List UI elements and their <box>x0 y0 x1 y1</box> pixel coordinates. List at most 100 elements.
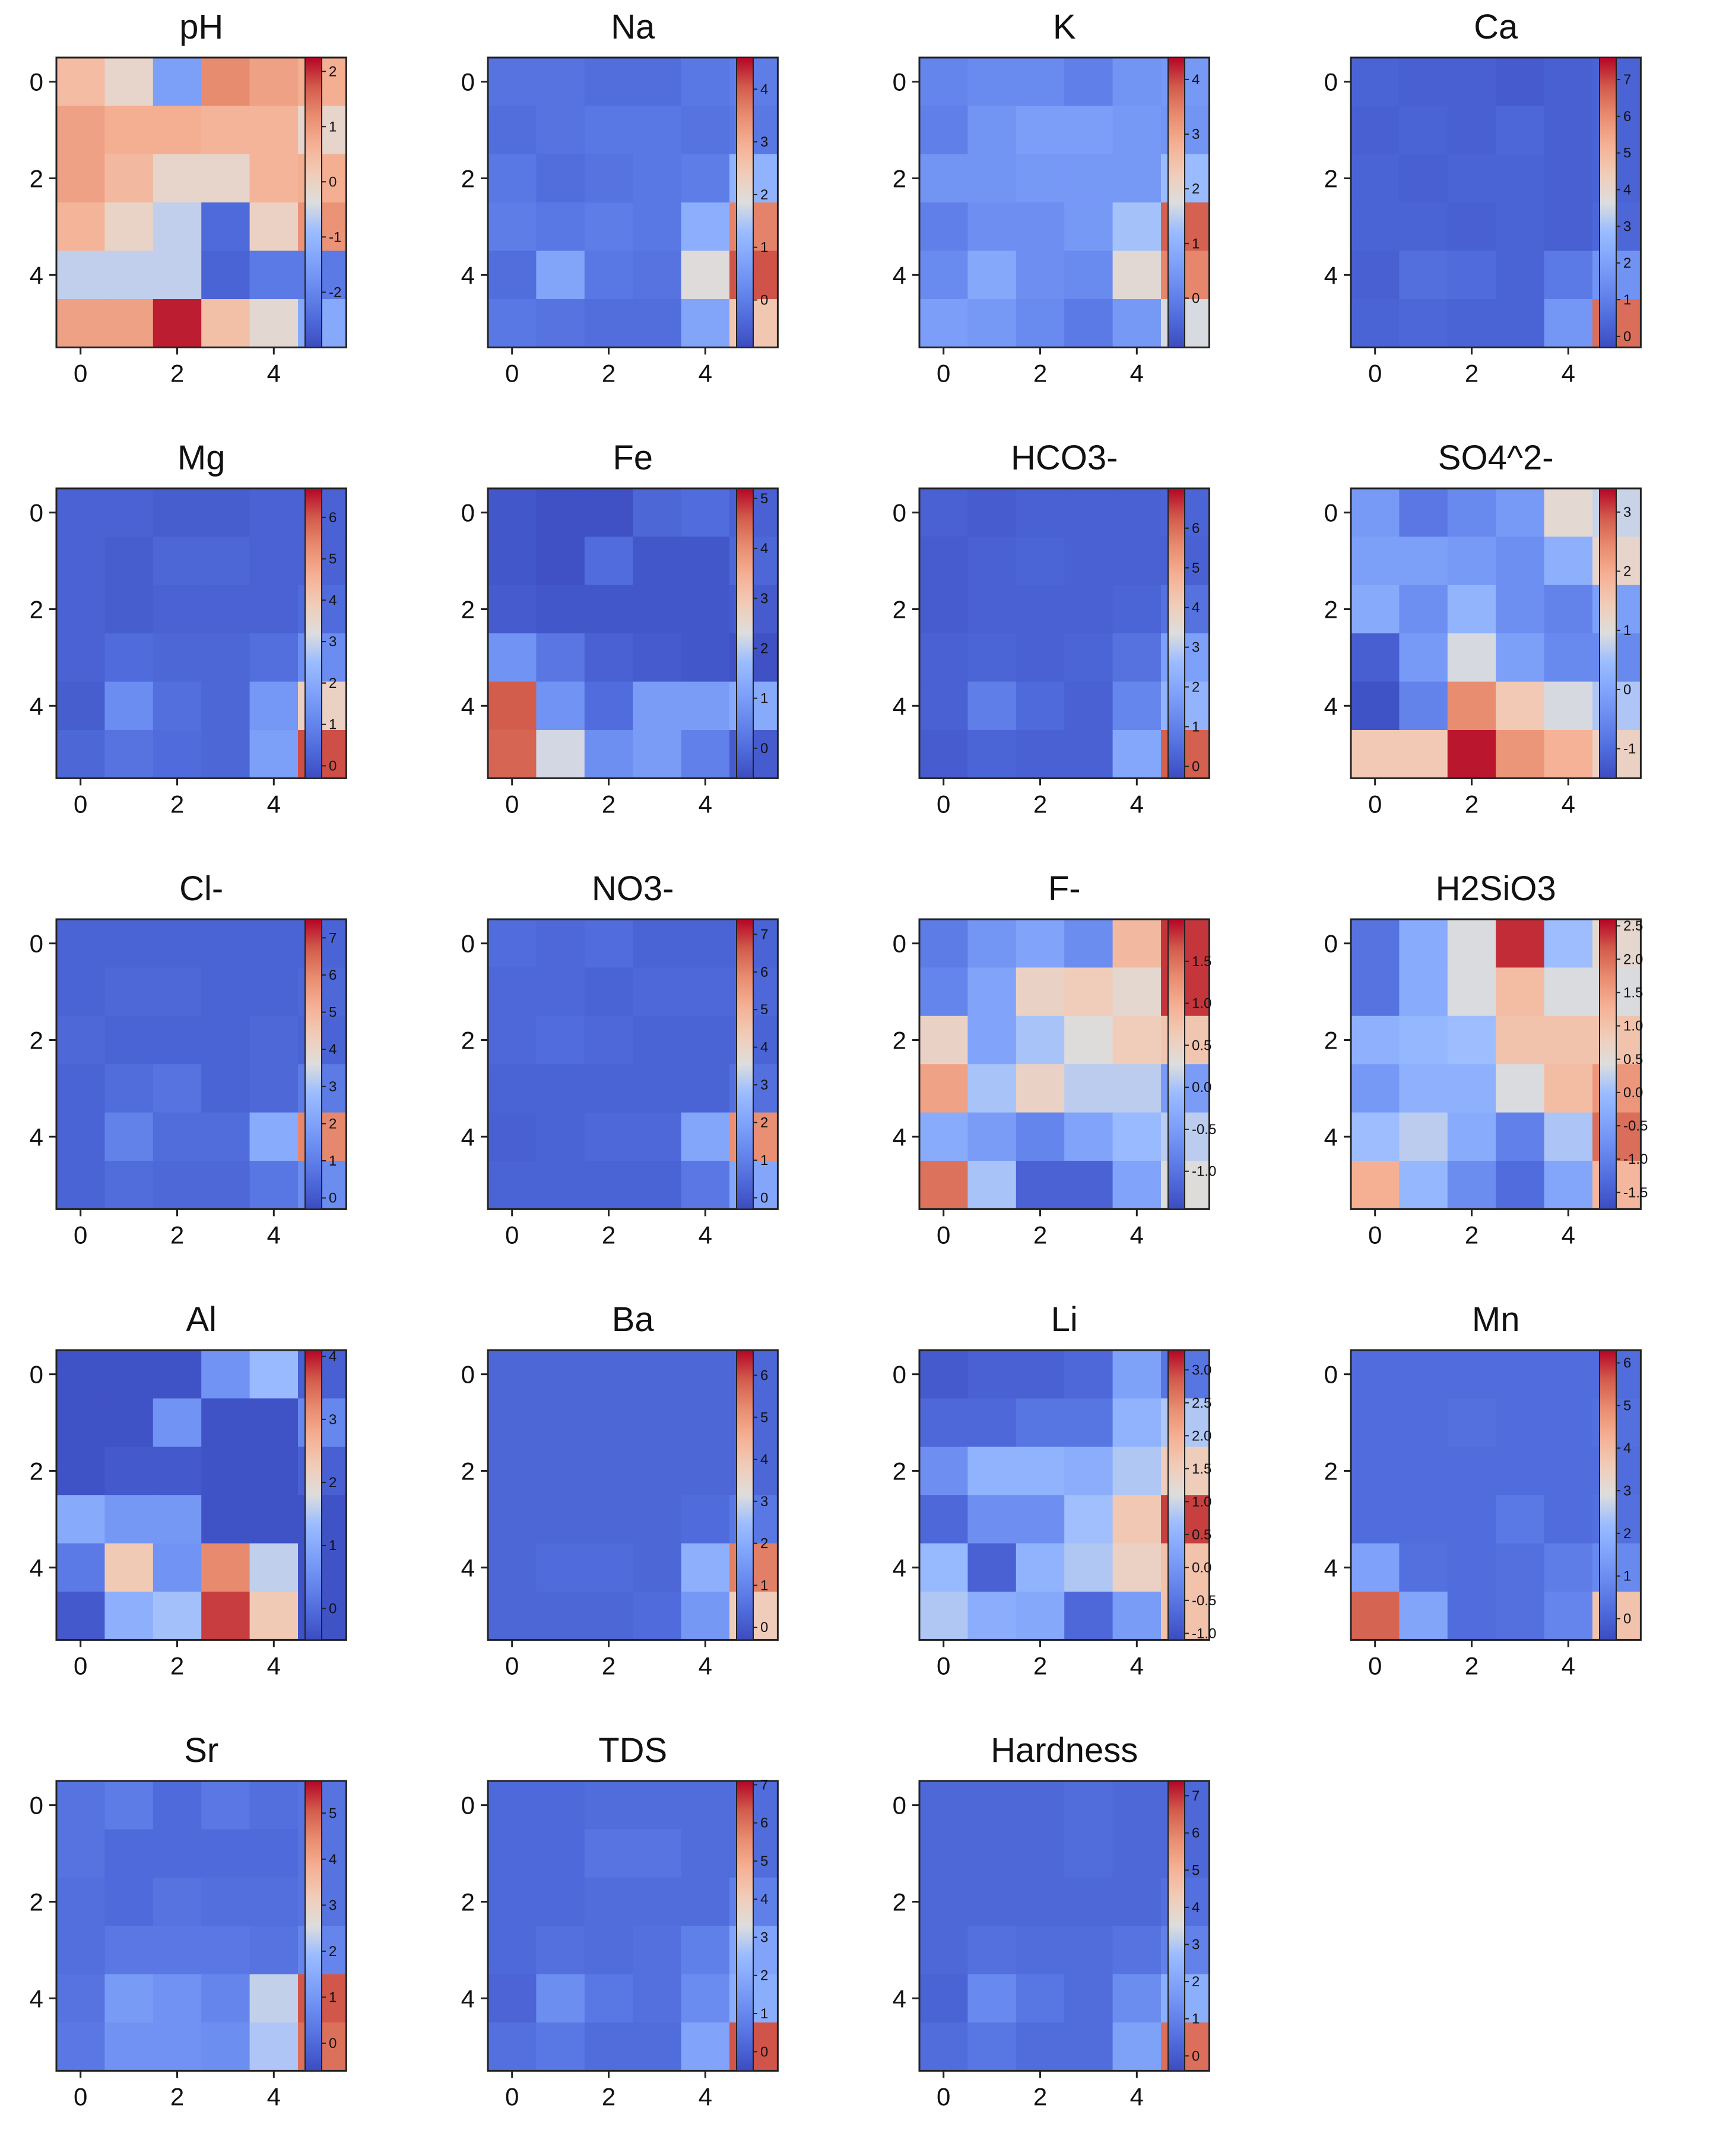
colorbar-tick-label: 5 <box>1192 1862 1200 1878</box>
heatmap-cell <box>633 1015 682 1065</box>
colorbar-tick-label: 3 <box>760 1929 768 1945</box>
heatmap-cell <box>488 1877 537 1926</box>
colorbar-tick-label: 3 <box>1192 126 1200 142</box>
heatmap-cell <box>633 154 682 203</box>
heatmap-cell <box>1496 1112 1545 1161</box>
heatmap-cell <box>919 1592 968 1640</box>
heatmap-cell <box>967 106 1017 155</box>
heatmap-cell <box>56 1350 105 1399</box>
heatmap-cell <box>1447 488 1496 537</box>
x-tick-label: 4 <box>267 1221 281 1249</box>
y-tick-label: 2 <box>30 1888 43 1916</box>
heatmap-cell <box>1016 154 1065 203</box>
x-tick-label: 0 <box>74 1652 87 1679</box>
heatmap-cell <box>584 2022 633 2071</box>
heatmap-svg: 0 2 4 0 2 4 0 1 2 3 4 <box>461 56 779 387</box>
heatmap-cell <box>488 1829 537 1878</box>
heatmap-cell <box>1496 585 1545 634</box>
heatmap-cell <box>919 1064 968 1113</box>
heatmap-cell <box>1016 585 1065 634</box>
x-tick-label: 2 <box>602 1652 615 1679</box>
colorbar-tick-label: 1.0 <box>1192 996 1211 1012</box>
heatmap-cell <box>536 1592 585 1640</box>
y-tick-label: 2 <box>461 596 475 624</box>
heatmap-panel-f-: F- 0 2 4 0 2 4 -1.0 -0.5 0.0 0.5 1.0 1.5 <box>863 862 1278 1277</box>
heatmap-cell <box>153 681 202 731</box>
panel-title: Li <box>1051 1300 1078 1339</box>
heatmap-cell <box>488 1543 537 1592</box>
y-tick-label: 4 <box>461 1984 475 2012</box>
heatmap-cell <box>1064 1829 1113 1878</box>
heatmap-cell <box>1016 1877 1065 1926</box>
y-tick-label: 4 <box>30 1984 43 2012</box>
heatmap-cell <box>1064 1112 1113 1161</box>
heatmap-cell <box>536 1161 585 1209</box>
colorbar-tick-label: 2.0 <box>1623 951 1643 967</box>
colorbar-tick-label: 0 <box>760 741 768 757</box>
heatmap-cell <box>681 1495 730 1544</box>
colorbar-tick-label: 1 <box>1192 2011 1200 2027</box>
heatmap-cell <box>153 1543 202 1592</box>
x-tick-label: 4 <box>267 1652 281 1679</box>
colorbar-tick-label: 1.0 <box>1623 1018 1643 1034</box>
heatmap-cell <box>633 536 682 586</box>
heatmap-cell <box>153 1446 202 1495</box>
heatmap-cell <box>1064 1446 1113 1495</box>
heatmap-cell <box>919 154 968 203</box>
y-tick-label: 0 <box>30 1792 43 1820</box>
colorbar-tick-label: 4 <box>329 1042 337 1058</box>
heatmap-cell <box>56 1064 105 1113</box>
heatmap-cell <box>488 1781 537 1830</box>
heatmap-cell <box>1351 1161 1400 1209</box>
colorbar <box>304 488 322 779</box>
heatmap-cell <box>488 250 537 300</box>
heatmap-cell <box>1016 1161 1065 1209</box>
colorbar-tick-label: 2 <box>1623 255 1631 271</box>
colorbar-tick-label: -1.0 <box>1623 1151 1648 1167</box>
panel-title: Mg <box>177 439 226 477</box>
heatmap-cell <box>1112 1974 1162 2023</box>
heatmap-svg: 0 2 4 0 2 4 0 1 2 3 4 <box>893 56 1210 387</box>
heatmap-cell <box>681 58 730 106</box>
colorbar-tick-label: 2 <box>760 187 768 203</box>
heatmap-cell <box>1544 1446 1593 1495</box>
colorbar-tick-label: 6 <box>1192 520 1200 536</box>
colorbar-tick-label: 0 <box>1623 682 1631 698</box>
y-tick-label: 0 <box>461 499 475 527</box>
heatmap-cell <box>584 536 633 586</box>
heatmap-cell <box>1399 106 1448 155</box>
colorbar <box>736 488 754 779</box>
heatmap-cell <box>633 1446 682 1495</box>
heatmap-cell <box>633 967 682 1017</box>
heatmap-cell <box>967 154 1017 203</box>
y-tick-label: 0 <box>893 1361 906 1389</box>
heatmap-cell <box>1447 919 1496 968</box>
heatmap-cell <box>1112 967 1162 1017</box>
heatmap-cell <box>488 536 537 586</box>
heatmap-svg: 0 2 4 0 2 4 0 1 2 3 4 5 6 <box>461 1349 779 1679</box>
heatmap-cell <box>1447 1112 1496 1161</box>
colorbar-tick-label: 2 <box>329 675 337 691</box>
heatmap-cell <box>249 1781 299 1830</box>
heatmap-cell <box>1496 1064 1545 1113</box>
x-tick-label: 0 <box>505 359 519 387</box>
heatmap-cell <box>1351 488 1400 537</box>
heatmap-cell <box>1496 250 1545 300</box>
x-tick-label: 2 <box>170 1652 184 1679</box>
heatmap-cell <box>249 1350 299 1399</box>
x-tick-label: 2 <box>170 790 184 818</box>
heatmap-cell <box>633 1112 682 1161</box>
x-tick-label: 2 <box>1465 790 1478 818</box>
heatmap-cell <box>249 536 299 586</box>
heatmap-cell <box>56 106 105 155</box>
colorbar <box>304 1780 322 2072</box>
heatmap-cell <box>681 919 730 968</box>
heatmap-cell <box>249 1112 299 1161</box>
heatmap-cell <box>201 1064 250 1113</box>
heatmap-cell <box>104 919 154 968</box>
heatmap-cell <box>1399 1446 1448 1495</box>
heatmap-cell <box>56 967 105 1017</box>
x-tick-label: 0 <box>1368 790 1382 818</box>
heatmap-cell <box>1064 1350 1113 1399</box>
heatmap-cell <box>104 299 154 348</box>
